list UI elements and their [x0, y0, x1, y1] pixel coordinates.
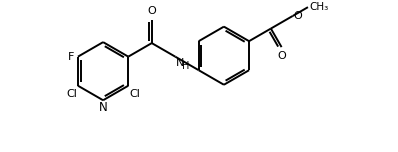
Text: Cl: Cl — [129, 89, 140, 99]
Text: N: N — [99, 101, 107, 114]
Text: O: O — [277, 51, 286, 61]
Text: H: H — [181, 60, 189, 71]
Text: N: N — [176, 58, 185, 68]
Text: O: O — [147, 6, 156, 16]
Text: F: F — [68, 52, 74, 62]
Text: CH₃: CH₃ — [309, 2, 328, 12]
Text: O: O — [294, 11, 302, 21]
Text: Cl: Cl — [66, 89, 77, 99]
